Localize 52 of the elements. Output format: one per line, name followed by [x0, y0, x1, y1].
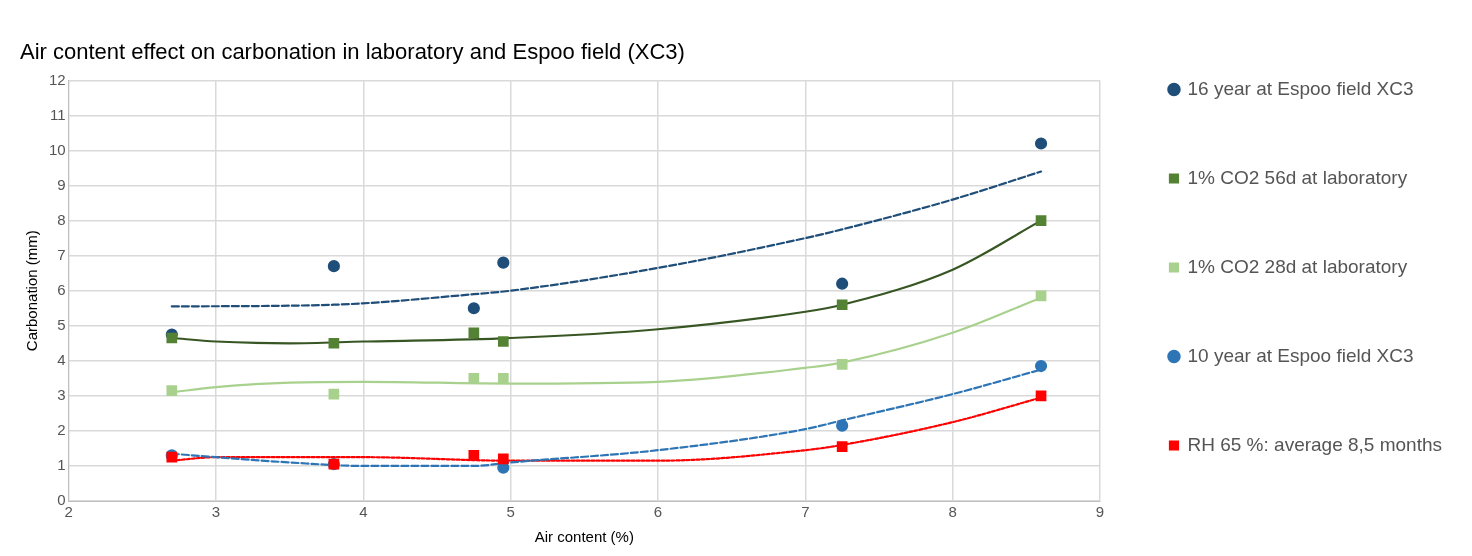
legend-label: 1% CO2 56d at laboratory [1187, 166, 1408, 188]
legend-label: RH 65 %: average 8,5 months [1187, 433, 1443, 455]
point [467, 302, 480, 315]
x-axis-title: Air content (%) [534, 528, 634, 546]
point [836, 299, 848, 311]
legend-label: 1% CO2 28d at laboratory [1187, 255, 1408, 277]
chart-title: Air content effect on carbonation in laboratory and Espoo field (XC3) [20, 39, 685, 65]
point [327, 260, 340, 273]
point [468, 327, 480, 339]
point [1035, 215, 1047, 226]
point [468, 450, 480, 461]
x-tick-label: 4 [359, 503, 368, 521]
y-tick-label: 11 [50, 105, 66, 123]
y-tick-label: 2 [57, 421, 66, 439]
line-series [170, 170, 1043, 308]
x-tick-label: 3 [211, 503, 221, 521]
y-tick-label: 7 [57, 245, 66, 263]
y-tick-label: 6 [57, 280, 66, 298]
x-tick-label: 6 [653, 503, 663, 521]
point [328, 388, 340, 400]
legend-label: 16 year at Espoo field XC3 [1187, 77, 1414, 99]
point [497, 336, 509, 347]
point [497, 372, 509, 384]
point [468, 372, 480, 384]
y-tick-label: 3 [57, 385, 66, 403]
point [166, 332, 178, 344]
y-tick-label: 1 [57, 456, 66, 474]
y-tick-label: 10 [49, 140, 66, 158]
x-tick-label: 8 [948, 503, 957, 521]
point [166, 385, 178, 396]
legend-label: 10 year at Espoo field XC3 [1187, 344, 1414, 366]
point [836, 419, 849, 432]
x-tick-label: 9 [1095, 503, 1105, 521]
point [836, 358, 848, 370]
point [836, 441, 848, 453]
x-tick-label: 5 [506, 503, 515, 521]
y-tick-label: 0 [57, 491, 66, 509]
point [497, 256, 510, 269]
point [1035, 290, 1047, 302]
x-tick-label: 7 [801, 503, 810, 521]
y-tick-label: 5 [57, 315, 66, 333]
y-tick-label: 8 [57, 210, 66, 228]
point [1035, 390, 1047, 402]
y-tick-label: 12 [49, 70, 66, 88]
y-tick-label: 9 [57, 175, 66, 193]
point [836, 277, 849, 290]
point [497, 453, 509, 465]
point [1034, 137, 1048, 150]
y-tick-label: 4 [57, 350, 66, 368]
point [328, 337, 340, 349]
y-axis-title: Carbonation (mm) [23, 230, 41, 352]
point [1034, 359, 1048, 373]
